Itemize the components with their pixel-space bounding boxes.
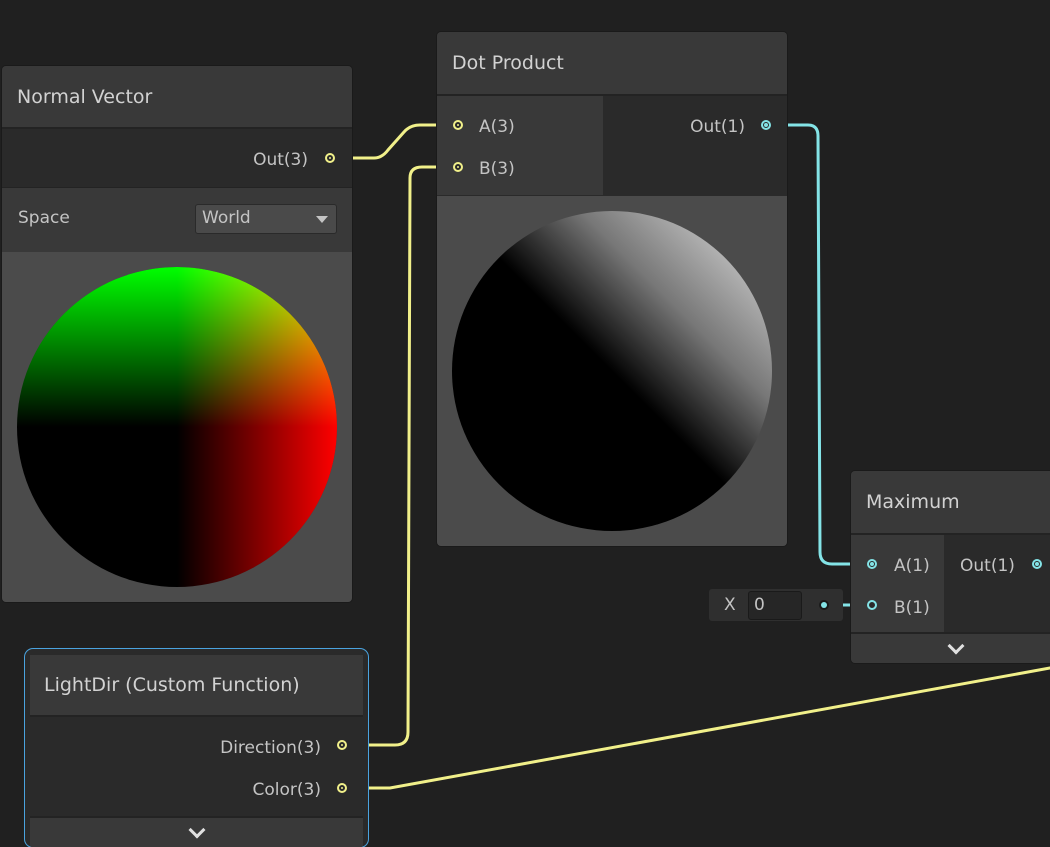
node-preview	[2, 252, 352, 602]
dot-product-node[interactable]: Dot Product A(3) B(3) Out(1)	[437, 32, 787, 546]
x-value-input[interactable]: 0	[748, 591, 802, 620]
input-label-a: A(3)	[479, 117, 515, 137]
output-label: Out(3)	[253, 150, 308, 170]
collapse-button[interactable]	[851, 632, 1050, 663]
input-label-a: A(1)	[894, 556, 930, 576]
chevron-down-icon	[316, 216, 328, 223]
default-port	[819, 600, 829, 610]
wire-direction-to-dot-b	[350, 165, 452, 747]
node-title: Dot Product	[437, 32, 787, 96]
output-port-out[interactable]	[325, 153, 335, 163]
output-port-color[interactable]	[337, 783, 347, 793]
output-port-out[interactable]	[1032, 559, 1042, 569]
node-title: Normal Vector	[2, 66, 352, 129]
node-preview	[437, 196, 787, 546]
output-label: Out(1)	[690, 117, 745, 137]
input-port-a[interactable]	[867, 559, 877, 569]
output-label-direction: Direction(3)	[220, 738, 321, 758]
input-label-b: B(1)	[894, 598, 930, 618]
wire-normal-to-dot-a	[350, 123, 452, 160]
input-port-b[interactable]	[867, 600, 877, 610]
node-title: Maximum	[851, 471, 1050, 535]
collapse-button[interactable]	[30, 816, 363, 847]
chevron-down-icon	[947, 637, 965, 654]
lightdir-custom-function-node[interactable]: LightDir (Custom Function) Direction(3) …	[25, 649, 368, 847]
output-port-out[interactable]	[761, 120, 771, 130]
wire-dot-to-max-a	[772, 123, 868, 566]
input-port-b[interactable]	[453, 162, 463, 172]
wire-color-out	[350, 666, 1050, 790]
chevron-down-icon	[188, 821, 205, 838]
maximum-node[interactable]: Maximum A(1) B(1) Out(1)	[851, 471, 1050, 663]
default-value-field: X 0	[709, 589, 843, 621]
space-dropdown[interactable]: World	[195, 204, 337, 234]
output-label-color: Color(3)	[252, 780, 321, 800]
input-label-b: B(3)	[479, 159, 515, 179]
output-port-direction[interactable]	[337, 740, 347, 750]
output-label: Out(1)	[960, 556, 1015, 576]
x-label: X	[724, 595, 736, 615]
input-port-a[interactable]	[453, 120, 463, 130]
normal-vector-node[interactable]: Normal Vector Out(3) Space World	[2, 66, 352, 602]
space-label: Space	[18, 208, 70, 228]
node-title: LightDir (Custom Function)	[30, 655, 363, 717]
